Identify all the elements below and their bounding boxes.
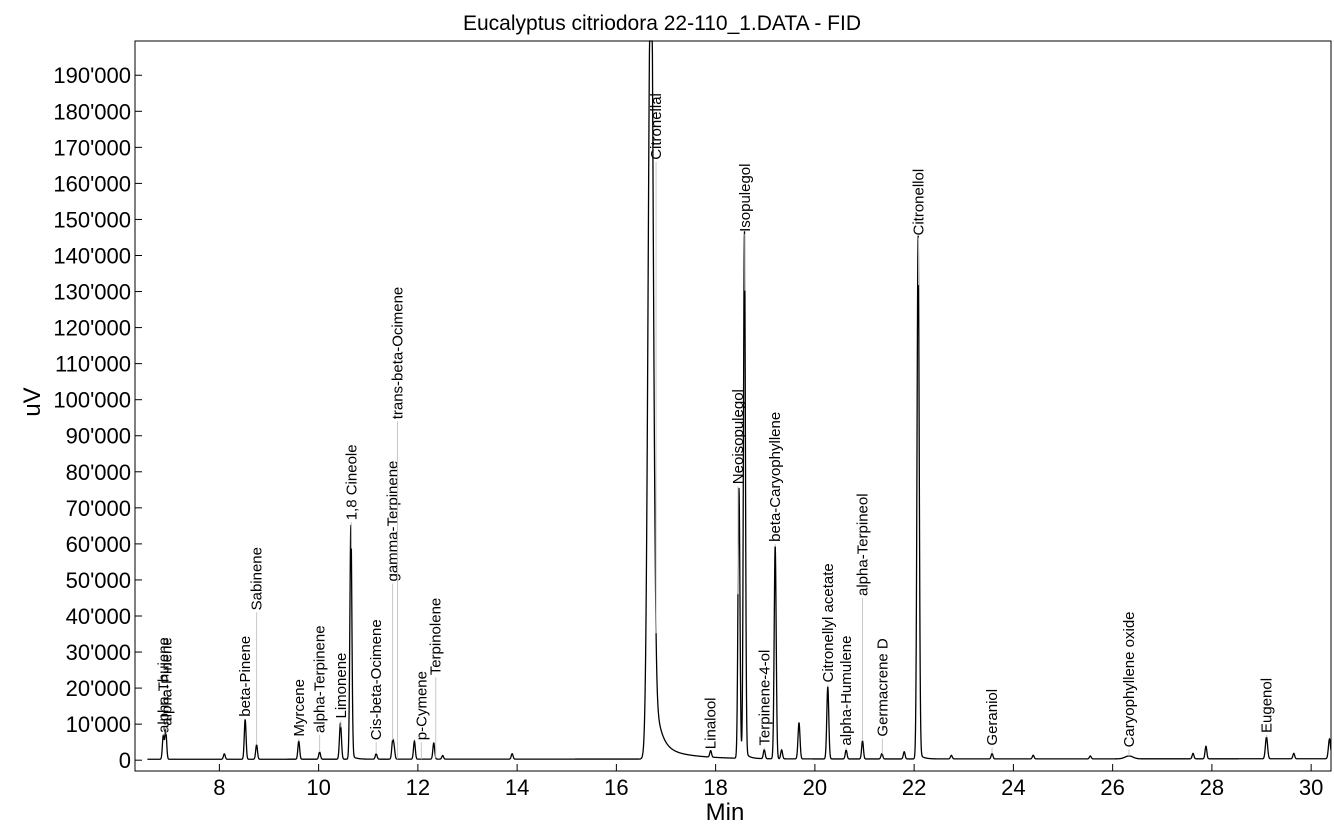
x-tick-label: 18 xyxy=(703,775,727,800)
peak-label: alpha-Terpineol xyxy=(855,493,872,596)
peak-label: Geraniol xyxy=(984,689,1001,746)
peak-label: Terpinene-4-ol xyxy=(756,650,773,746)
x-tick-label: 24 xyxy=(1001,775,1025,800)
peak-label: p-Cymene xyxy=(413,671,430,740)
y-tick-label: 160'000 xyxy=(53,171,131,196)
y-tick-label: 30'000 xyxy=(66,640,131,665)
peak-label: Sabinene xyxy=(249,547,266,610)
peak-label: trans-beta-Ocimene xyxy=(390,287,407,420)
x-tick-label: 16 xyxy=(604,775,628,800)
peak-label: beta-Pinene xyxy=(237,636,254,717)
peak-label: Neoisopulegol xyxy=(730,389,747,484)
x-tick-label: 14 xyxy=(505,775,529,800)
y-tick-label: 110'000 xyxy=(55,352,131,377)
y-axis-title: uV xyxy=(19,387,46,416)
peak-label: Eugenol xyxy=(1259,678,1276,733)
y-tick-label: 120'000 xyxy=(53,316,131,341)
y-tick-label: 130'000 xyxy=(53,280,131,305)
y-tick-label: 140'000 xyxy=(53,243,131,268)
y-tick-label: 170'000 xyxy=(53,135,131,160)
chromatogram-trace xyxy=(147,40,1332,760)
x-tick-label: 22 xyxy=(902,775,926,800)
peak-label: 1,8 Cineole xyxy=(343,444,360,520)
peak-label: Terpinolene xyxy=(428,598,445,676)
x-tick-label: 20 xyxy=(803,775,827,800)
peak-label: alpha-Terpinene xyxy=(312,625,329,733)
peak-label: Citronellal xyxy=(648,93,665,160)
peak-label: gamma-Terpinene xyxy=(385,461,402,582)
y-tick-label: 190'000 xyxy=(53,63,131,88)
x-tick-label: 28 xyxy=(1200,775,1224,800)
y-tick-label: 10'000 xyxy=(66,712,131,737)
peak-label: Limonene xyxy=(333,653,350,719)
peak-label: Myrcene xyxy=(291,679,308,737)
peak-label: Citronellyl acetate xyxy=(820,563,837,682)
y-tick-label: 0 xyxy=(119,748,131,773)
x-tick-label: 8 xyxy=(213,775,225,800)
peak-label: Isopulegol xyxy=(737,164,754,232)
peak-label: alpha-Humulene xyxy=(838,636,855,746)
y-tick-label: 100'000 xyxy=(53,388,131,413)
y-tick-label: 150'000 xyxy=(53,207,131,232)
y-tick-label: 50'000 xyxy=(66,568,131,593)
y-tick-label: 60'000 xyxy=(66,532,131,557)
y-tick-label: 70'000 xyxy=(66,496,131,521)
x-tick-label: 30 xyxy=(1299,775,1323,800)
peak-label: Citronellol xyxy=(911,169,928,236)
plot-area: 0 10'000 20'000 30'000 40'000 50'000 60'000 70'… xyxy=(53,40,1332,800)
peak-label: alpha-Thujene xyxy=(155,637,172,733)
y-tick-label: 20'000 xyxy=(66,676,131,701)
x-tick-label: 12 xyxy=(406,775,430,800)
y-tick-label: 180'000 xyxy=(53,99,131,124)
y-tick-label: 40'000 xyxy=(66,604,131,629)
y-tick-label: 80'000 xyxy=(66,460,131,485)
peak-label: Germacrene D xyxy=(874,638,891,737)
peak-label: beta-Caryophyllene xyxy=(767,412,784,542)
plot-frame xyxy=(134,40,1332,772)
y-tick-label: 90'000 xyxy=(66,424,131,449)
chart-title: Eucalyptus citriodora 22-110_1.DATA - FI… xyxy=(463,12,861,35)
peak-label: Cis-beta-Ocimene xyxy=(368,619,385,740)
peak-label: alpha-Pinene xyxy=(158,637,175,725)
x-axis-title: Min xyxy=(706,799,745,826)
x-tick-label: 10 xyxy=(306,775,330,800)
peak-label: Caryophyllene oxide xyxy=(1121,611,1138,747)
peak-label: Linalool xyxy=(703,697,720,749)
x-tick-label: 26 xyxy=(1100,775,1124,800)
